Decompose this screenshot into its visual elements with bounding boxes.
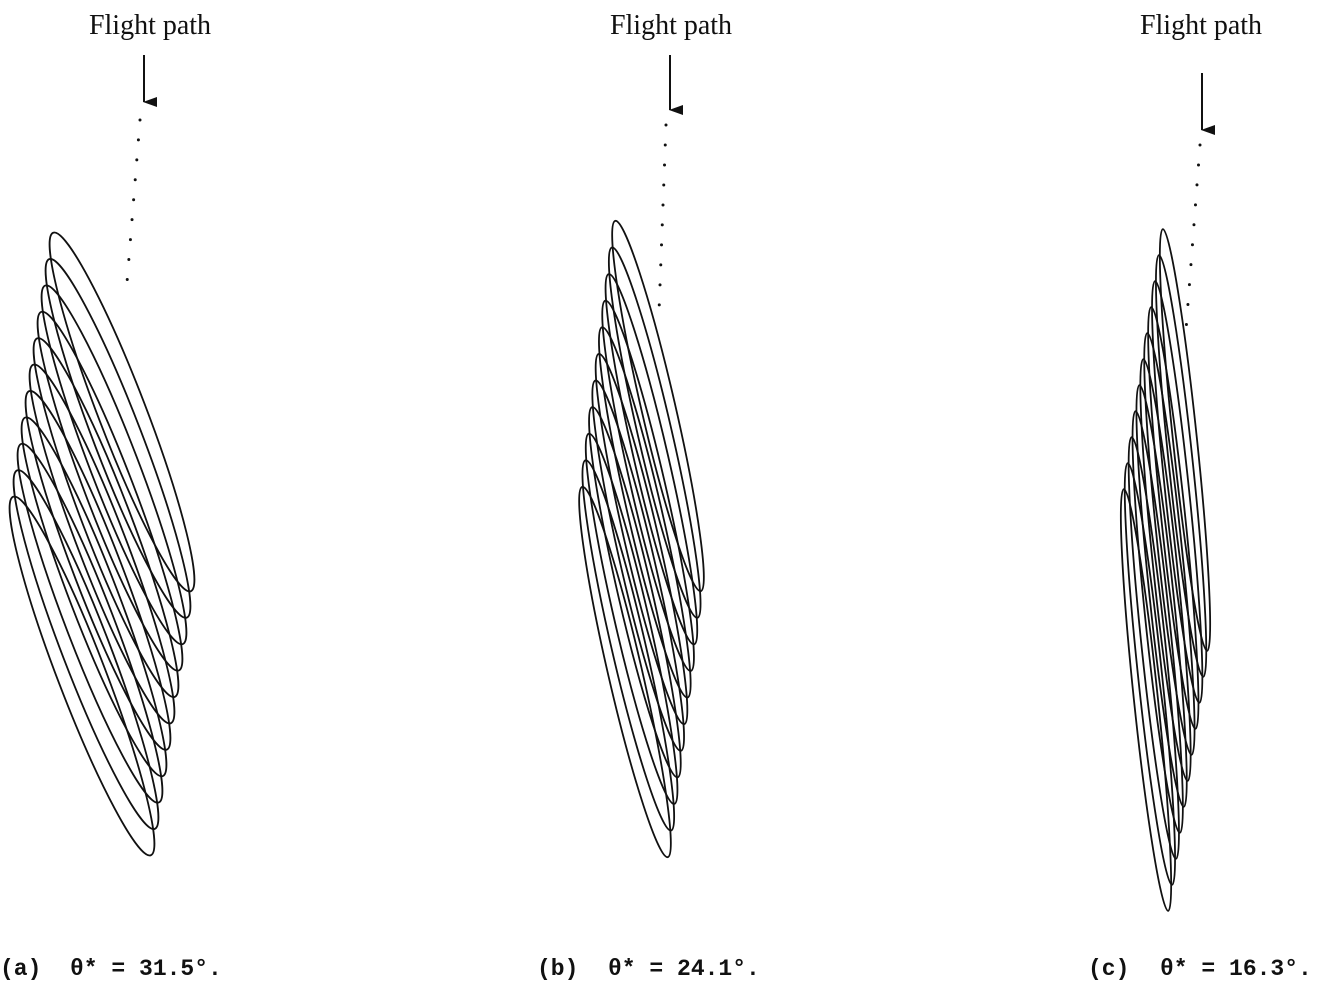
loop <box>3 409 185 785</box>
flight-path-label: Flight path <box>89 10 211 41</box>
panel-caption: θ* = 24.1°. <box>608 956 760 982</box>
panel-tag: (c) <box>1088 956 1129 982</box>
loop <box>7 383 189 759</box>
dotted-path <box>126 120 140 295</box>
loop <box>31 224 213 600</box>
loop <box>19 303 201 679</box>
panel-caption: θ* = 16.3°. <box>1160 956 1312 982</box>
loop <box>15 330 197 706</box>
flight-path-label: Flight path <box>610 10 732 41</box>
panel-tag: (a) <box>0 956 41 982</box>
loop <box>11 356 193 732</box>
flight-path-label: Flight path <box>1140 10 1262 41</box>
panel-tag: (b) <box>537 956 578 982</box>
dotted-path <box>659 125 666 312</box>
dotted-path <box>1186 145 1200 330</box>
panel-caption: θ* = 31.5°. <box>70 956 222 982</box>
loop <box>27 251 209 627</box>
figure: Flight path Flight path Flight path (a) … <box>0 0 1334 983</box>
loop <box>23 277 205 653</box>
